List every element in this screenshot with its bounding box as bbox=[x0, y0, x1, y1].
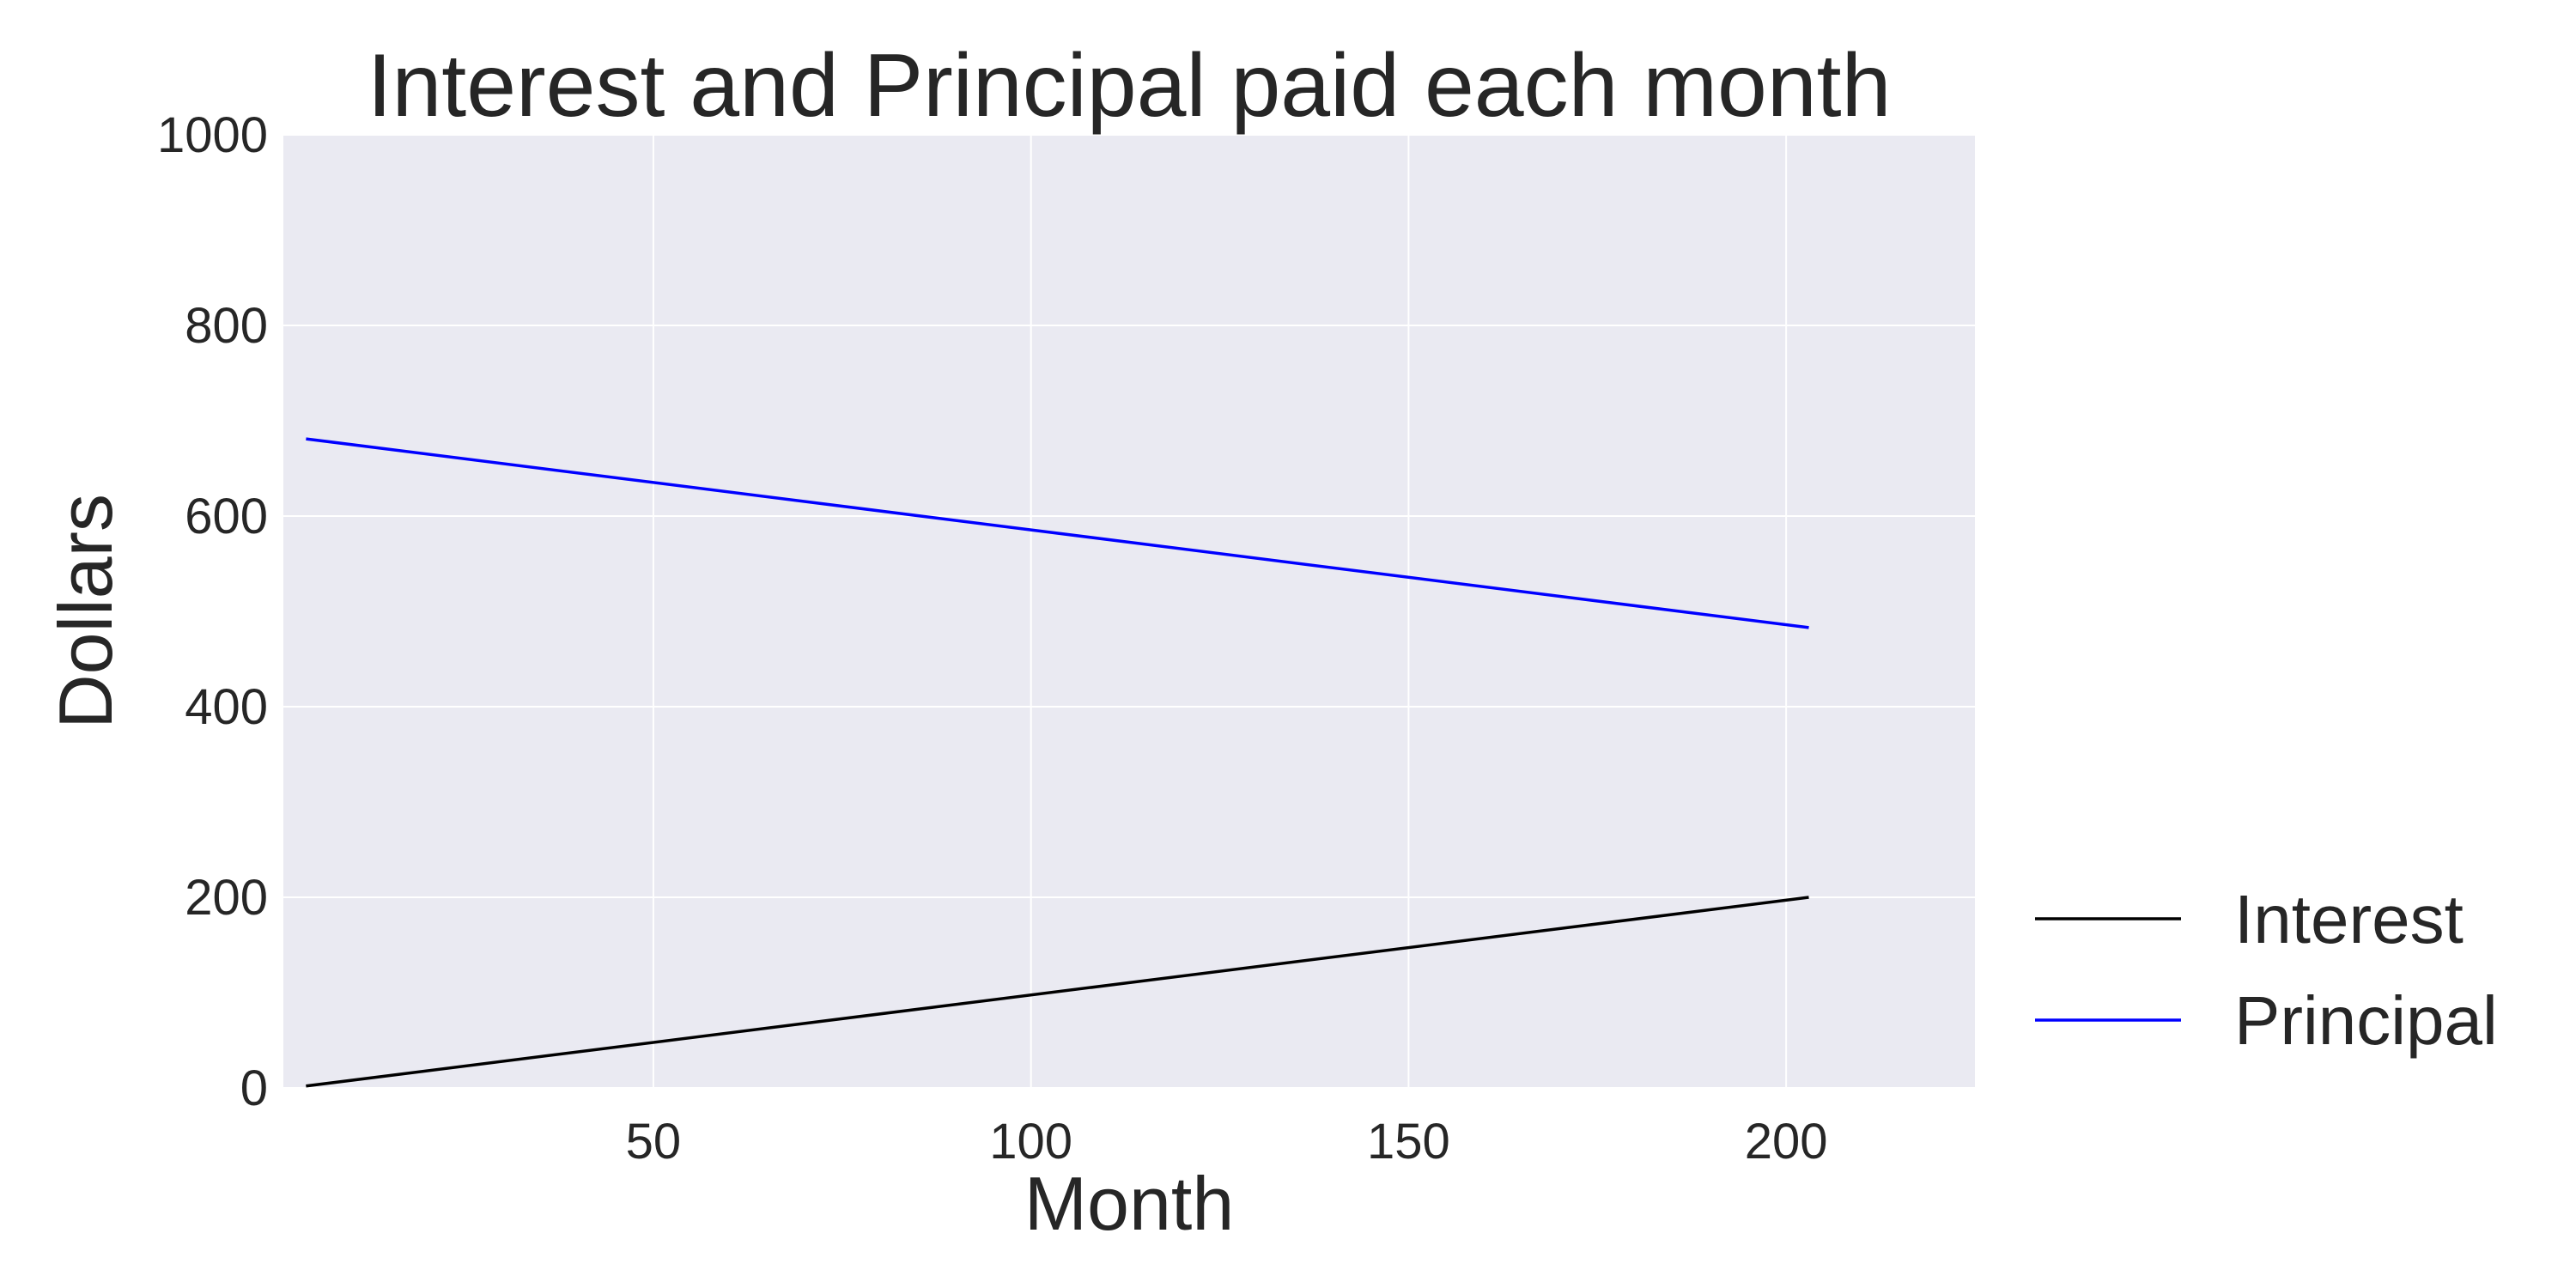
gridlines bbox=[283, 134, 1975, 1089]
y-tick-label: 800 bbox=[185, 298, 268, 354]
y-tick-label: 1000 bbox=[157, 107, 268, 163]
series-lines bbox=[306, 437, 1809, 1088]
plot-area-background bbox=[283, 135, 1975, 1088]
x-tick-label: 200 bbox=[1745, 1114, 1828, 1170]
series-line-principal bbox=[306, 437, 1809, 629]
y-axis-title: Dollars bbox=[43, 494, 128, 729]
y-tick-label: 200 bbox=[185, 870, 268, 926]
x-tick-label: 50 bbox=[626, 1114, 682, 1170]
series-line-interest bbox=[306, 896, 1809, 1088]
x-tick-label: 150 bbox=[1367, 1114, 1450, 1170]
legend-label-interest: Interest bbox=[2234, 881, 2464, 957]
legend: Interest Principal bbox=[2035, 881, 2498, 1059]
tick-labels: 0 200 400 600 800 1000 50 100 150 200 bbox=[157, 107, 1828, 1170]
legend-label-principal: Principal bbox=[2234, 982, 2498, 1059]
chart-title: Interest and Principal paid each month bbox=[368, 36, 1892, 136]
y-tick-label: 400 bbox=[185, 679, 268, 735]
y-tick-label: 600 bbox=[185, 489, 268, 544]
x-axis-title: Month bbox=[1024, 1161, 1235, 1246]
y-tick-label: 0 bbox=[240, 1060, 268, 1116]
x-tick-label: 100 bbox=[989, 1114, 1072, 1170]
